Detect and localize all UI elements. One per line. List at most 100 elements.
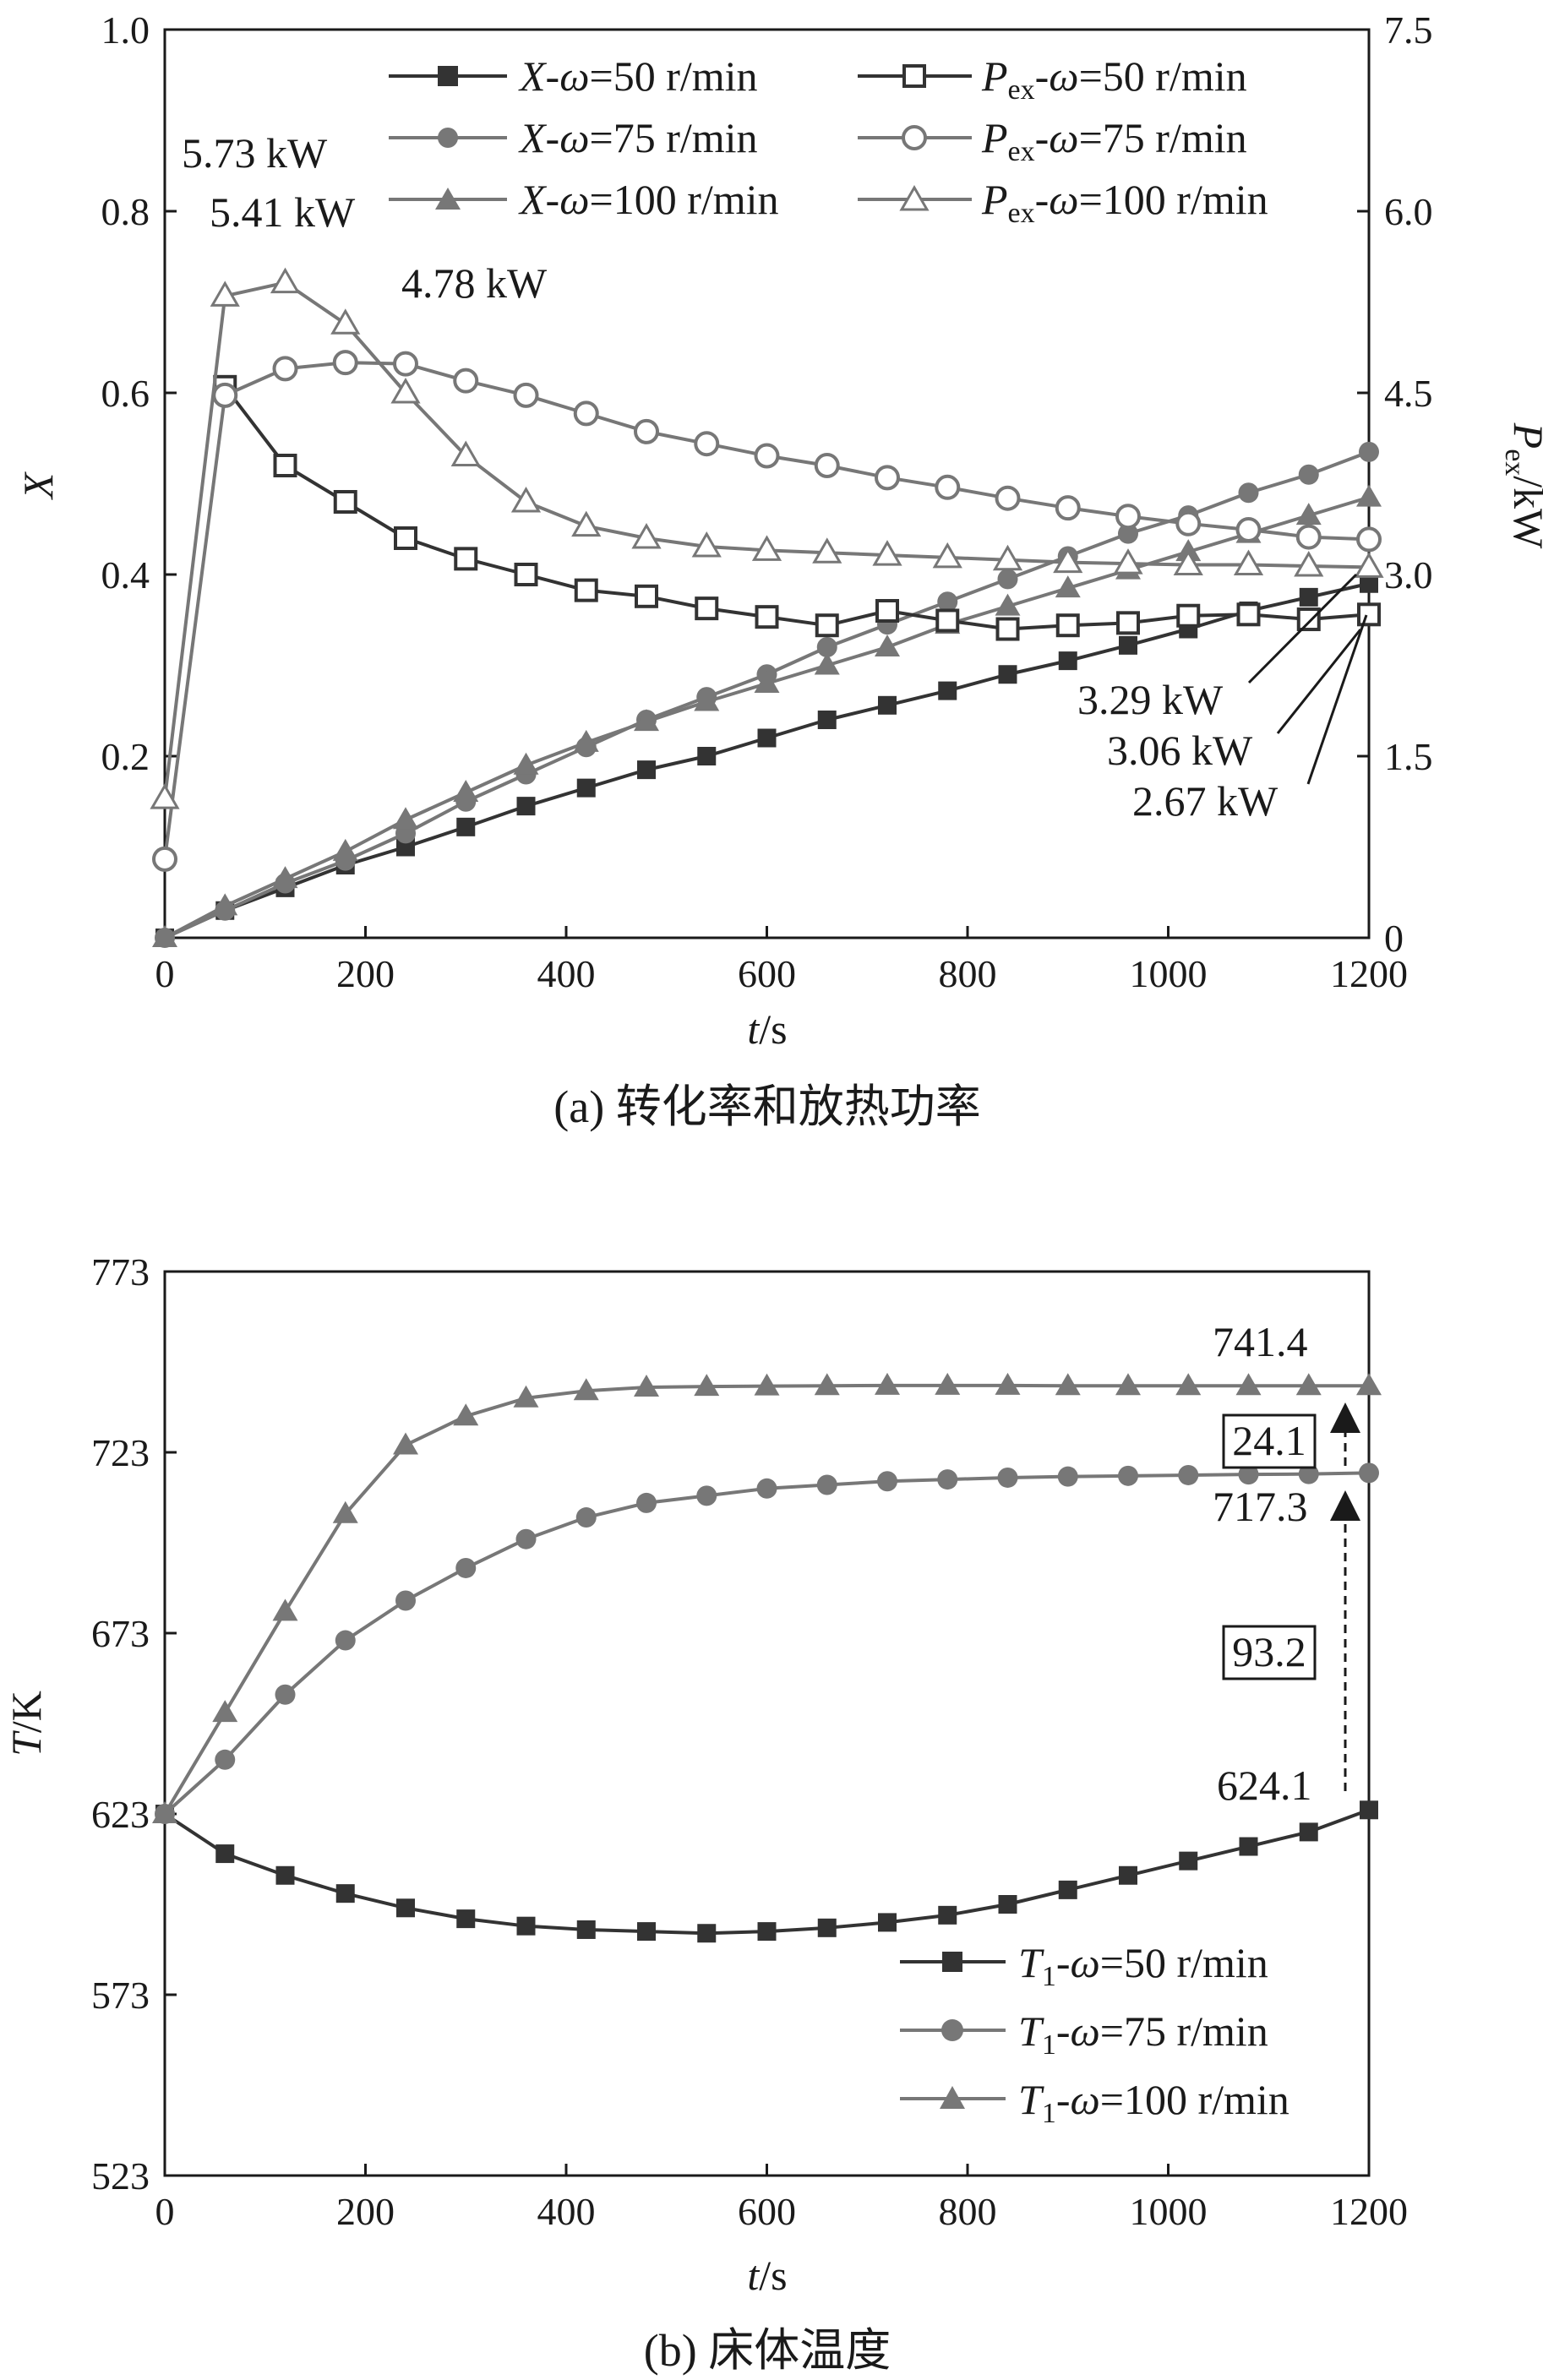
legend-item-x-50: X-ω=50 r/min bbox=[389, 52, 758, 100]
data-point-t1-50-r-min bbox=[938, 1905, 957, 1925]
data-point-pex-100-r-min bbox=[210, 280, 240, 307]
data-point-t1-100-r-min bbox=[212, 1700, 238, 1723]
data-point-pex-100-r-min bbox=[751, 535, 782, 561]
panel-b-y-tick-label: 573 bbox=[91, 1974, 150, 2017]
data-point-pex-75-r-min bbox=[935, 474, 961, 500]
svg-text:T1-ω=50 r/min: T1-ω=50 r/min bbox=[1018, 1939, 1268, 1992]
data-point-pex-75-r-min bbox=[573, 400, 599, 427]
data-point-t1-100-r-min bbox=[1055, 1373, 1081, 1396]
data-point-pex-100-r-min bbox=[1354, 552, 1384, 578]
panel-b-y-tick-label: 523 bbox=[91, 2154, 150, 2198]
data-point-x-100-r-min bbox=[875, 634, 900, 656]
data-point-t1-75-r-min bbox=[575, 1507, 597, 1528]
panel-a-legend: X-ω=50 r/min X-ω=75 r/min X-ω=100 r/min … bbox=[389, 52, 1268, 229]
data-point-t1-75-r-min bbox=[215, 1749, 236, 1770]
data-point-t1-50-r-min bbox=[576, 1920, 596, 1939]
data-point-t1-75-r-min bbox=[275, 1684, 296, 1705]
data-point-pex-50-r-min bbox=[875, 599, 899, 623]
data-point-pex-50-r-min bbox=[1116, 611, 1140, 635]
panel-a-right-tick-label: 1.5 bbox=[1384, 735, 1433, 778]
data-point-t1-75-r-min bbox=[997, 1467, 1018, 1488]
data-point-t1-75-r-min bbox=[1118, 1465, 1138, 1486]
diff-box-24-1: 24.1 bbox=[1222, 1413, 1317, 1469]
svg-text:X-ω=75 r/min: X-ω=75 r/min bbox=[518, 114, 758, 161]
data-point-t1-50-r-min bbox=[516, 1916, 536, 1936]
data-point-pex-100-r-min bbox=[510, 486, 542, 513]
svg-text:Pex-ω=75 r/min: Pex-ω=75 r/min bbox=[981, 114, 1247, 167]
data-point-t1-100-r-min bbox=[1356, 1373, 1382, 1396]
svg-text:24.1: 24.1 bbox=[1232, 1417, 1306, 1464]
data-point-pex-100-r-min bbox=[691, 531, 722, 558]
data-point-pex-75-r-min bbox=[694, 431, 720, 457]
panel-a-x-axis-title: t/s bbox=[747, 1005, 787, 1053]
data-point-t1-100-r-min bbox=[875, 1372, 900, 1395]
annotation-4-78-kw: 4.78 kW bbox=[401, 259, 548, 307]
data-point-pex-100-r-min bbox=[992, 544, 1023, 571]
data-point-t1-100-r-min bbox=[1175, 1373, 1202, 1396]
data-point-t1-50-r-min bbox=[335, 1884, 355, 1903]
data-point-pex-75-r-min bbox=[1115, 504, 1141, 530]
data-point-pex-75-r-min bbox=[1356, 526, 1382, 553]
legend-item-pex-100: Pex-ω=100 r/min bbox=[858, 176, 1268, 229]
data-point-x-50-r-min bbox=[817, 711, 837, 729]
data-point-t1-50-r-min bbox=[1239, 1837, 1258, 1856]
data-point-x-100-r-min bbox=[694, 689, 720, 711]
data-point-x-75-r-min bbox=[1298, 464, 1319, 485]
data-point-t1-50-r-min bbox=[1179, 1851, 1198, 1871]
panel-b-x-axis-title: t/s bbox=[747, 2252, 787, 2299]
data-point-pex-50-r-min bbox=[273, 454, 297, 477]
annotation-3-29-kw: 3.29 kW bbox=[1077, 676, 1224, 723]
data-point-pex-100-r-min bbox=[1113, 548, 1143, 575]
data-point-pex-100-r-min bbox=[450, 440, 481, 467]
annotation-624-1: 624.1 bbox=[1217, 1762, 1312, 1809]
data-point-t1-75-r-min bbox=[937, 1469, 958, 1490]
data-point-x-100-r-min bbox=[995, 593, 1021, 616]
series-line-t1-50-r-min bbox=[163, 1808, 1370, 1936]
data-point-x-50-r-min bbox=[516, 797, 536, 816]
data-point-t1-100-r-min bbox=[995, 1372, 1021, 1395]
panel-a-left-tick-label: 1.0 bbox=[101, 8, 150, 52]
panel-b-x-tick-label: 200 bbox=[336, 2190, 395, 2233]
data-point-x-75-r-min bbox=[816, 637, 837, 657]
data-point-t1-75-r-min bbox=[1057, 1466, 1078, 1487]
data-point-t1-75-r-min bbox=[335, 1630, 356, 1651]
data-point-x-75-r-min bbox=[1359, 441, 1379, 462]
panel-a-x-tick-label: 1200 bbox=[1330, 952, 1408, 995]
data-point-t1-75-r-min bbox=[756, 1478, 777, 1499]
panel-b-y-tick-label: 673 bbox=[91, 1612, 150, 1655]
data-point-x-100-r-min bbox=[393, 807, 418, 830]
data-point-x-100-r-min bbox=[212, 893, 238, 916]
data-point-x-50-r-min bbox=[576, 778, 596, 798]
data-point-x-75-r-min bbox=[1238, 482, 1259, 504]
data-point-t1-75-r-min bbox=[1359, 1462, 1379, 1484]
data-point-x-50-r-min bbox=[1360, 574, 1378, 593]
data-point-pex-75-r-min bbox=[875, 465, 900, 491]
data-point-t1-100-r-min bbox=[513, 1385, 539, 1408]
data-point-pex-50-r-min bbox=[574, 578, 598, 602]
annotation-5-73-kw: 5.73 kW bbox=[182, 129, 328, 177]
data-point-t1-50-r-min bbox=[1360, 1800, 1378, 1820]
data-point-x-50-r-min bbox=[878, 695, 897, 715]
data-point-pex-75-r-min bbox=[1235, 516, 1262, 542]
data-point-x-50-r-min bbox=[637, 760, 656, 780]
svg-text:Pex-ω=50 r/min: Pex-ω=50 r/min bbox=[981, 52, 1247, 106]
panel-a-right-tick-label: 7.5 bbox=[1384, 8, 1433, 52]
panel-b-y-tick-label: 723 bbox=[91, 1431, 150, 1474]
data-point-x-50-r-min bbox=[456, 817, 476, 836]
legend-item-pex-75: Pex-ω=75 r/min bbox=[858, 114, 1247, 167]
data-point-t1-50-r-min bbox=[757, 1922, 777, 1942]
data-point-pex-50-r-min bbox=[995, 617, 1020, 641]
data-point-pex-50-r-min bbox=[1236, 602, 1261, 627]
data-point-t1-100-r-min bbox=[332, 1500, 358, 1523]
data-point-t1-75-r-min bbox=[515, 1528, 537, 1549]
data-point-pex-50-r-min bbox=[1357, 602, 1381, 627]
data-point-x-50-r-min bbox=[1119, 635, 1137, 655]
data-point-pex-75-r-min bbox=[453, 368, 479, 394]
data-point-x-100-r-min bbox=[1356, 484, 1382, 507]
panel-b-caption: (b) 床体温度 bbox=[644, 2325, 891, 2376]
data-point-x-50-r-min bbox=[697, 747, 717, 765]
data-point-pex-75-r-min bbox=[513, 382, 539, 408]
data-point-pex-100-r-min bbox=[150, 783, 180, 809]
data-point-pex-50-r-min bbox=[394, 526, 417, 550]
